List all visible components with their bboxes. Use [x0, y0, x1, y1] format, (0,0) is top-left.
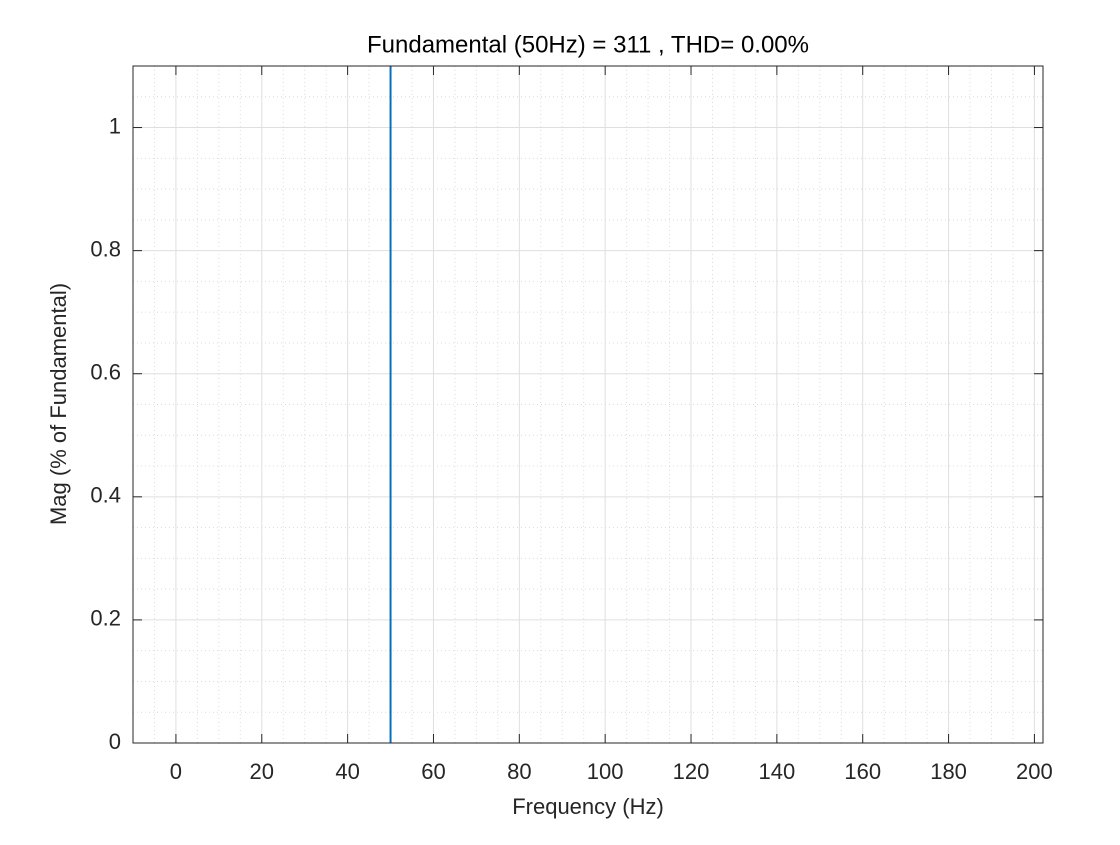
x-tick-label: 40 [335, 759, 359, 784]
x-tick-label: 120 [673, 759, 710, 784]
y-tick-label: 0.2 [90, 606, 121, 631]
x-tick-label: 180 [930, 759, 967, 784]
x-tick-label: 60 [421, 759, 445, 784]
y-tick-label: 0.6 [90, 360, 121, 385]
y-tick-label: 0.8 [90, 236, 121, 261]
y-tick-label: 0 [109, 729, 121, 754]
x-axis-label: Frequency (Hz) [512, 794, 664, 819]
axes-box [132, 65, 1044, 744]
x-tick-label: 100 [587, 759, 624, 784]
x-tick-label: 140 [759, 759, 796, 784]
y-tick-label: 0.4 [90, 483, 121, 508]
x-tick-label: 20 [250, 759, 274, 784]
y-tick-label: 1 [109, 113, 121, 138]
x-tick-label: 0 [170, 759, 182, 784]
chart-title: Fundamental (50Hz) = 311 , THD= 0.00% [367, 31, 809, 58]
x-tick-label: 200 [1016, 759, 1053, 784]
x-tick-label: 80 [507, 759, 531, 784]
y-axis-label: Mag (% of Fundamental) [46, 283, 71, 525]
x-tick-label: 160 [844, 759, 881, 784]
